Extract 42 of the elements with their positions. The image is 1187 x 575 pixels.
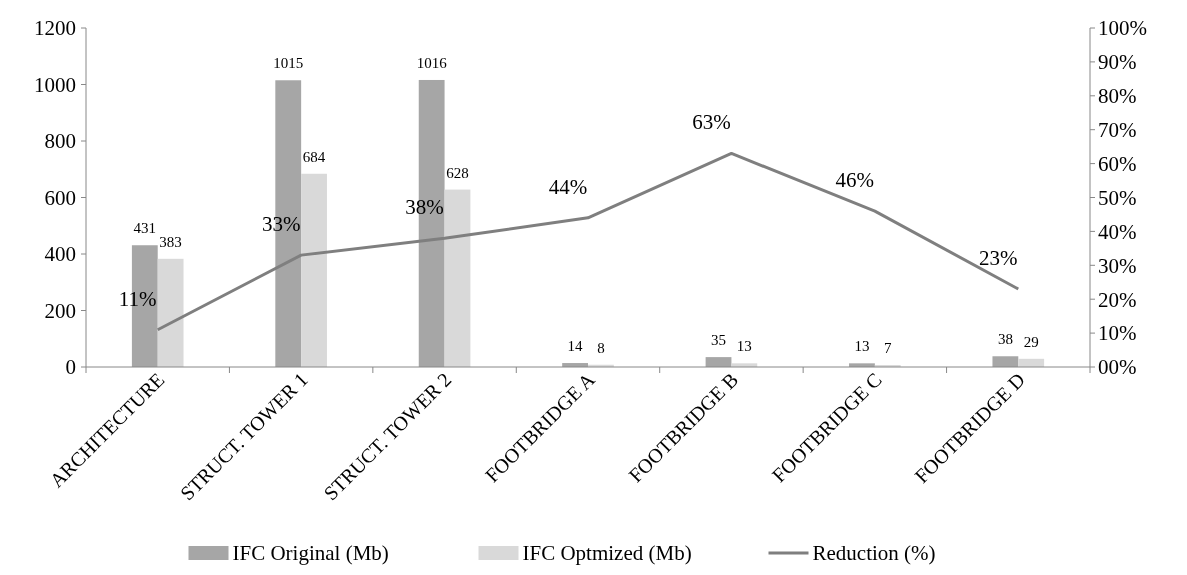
data-label: 11% [118, 286, 157, 311]
y-tick-label: 400 [44, 242, 76, 267]
data-label: 33% [261, 212, 301, 237]
data-label: 383 [159, 233, 182, 250]
data-label: 7 [884, 340, 893, 357]
data-label: 23% [979, 246, 1018, 271]
legend-label: Reduction (%) [812, 541, 936, 566]
data-label: 29 [1023, 333, 1039, 350]
y2-tick-label: 20% [1098, 287, 1137, 312]
data-label: 1015 [273, 55, 304, 72]
y-tick-label: 800 [44, 129, 76, 154]
data-label: 13 [854, 338, 870, 355]
legend-label: IFC Optmized (Mb) [522, 541, 692, 566]
data-label: 1016 [416, 54, 448, 71]
y2-tick-label: 100% [1098, 16, 1147, 41]
data-label: 38% [405, 195, 444, 220]
data-label: 628 [446, 164, 469, 181]
y-tick-label: 1000 [34, 72, 76, 97]
data-label: 431 [133, 220, 157, 237]
data-label: 13 [736, 338, 752, 355]
data-label: 8 [597, 339, 605, 356]
y2-tick-label: 70% [1098, 118, 1137, 143]
y-tick-label: 200 [44, 298, 76, 323]
data-label: 46% [835, 168, 875, 193]
data-label: 35 [711, 332, 727, 349]
y2-tick-label: 40% [1098, 219, 1137, 244]
y-tick-label: 1200 [34, 16, 76, 41]
y-tick-label: 600 [44, 185, 76, 210]
data-label: 38 [997, 331, 1013, 348]
y2-tick-label: 80% [1098, 84, 1137, 109]
legend-label: IFC Original (Mb) [232, 541, 389, 566]
data-label: 44% [548, 174, 588, 199]
y2-tick-label: 00% [1098, 355, 1137, 380]
data-label: 63% [692, 110, 731, 135]
y2-tick-label: 60% [1098, 151, 1137, 176]
y2-tick-label: 50% [1098, 185, 1137, 210]
y2-tick-label: 10% [1098, 321, 1137, 346]
y-tick-label: 0 [65, 355, 76, 380]
y2-tick-label: 30% [1098, 253, 1137, 278]
data-label: 684 [302, 148, 326, 165]
data-label: 14 [567, 338, 584, 355]
y2-tick-label: 90% [1098, 50, 1137, 75]
